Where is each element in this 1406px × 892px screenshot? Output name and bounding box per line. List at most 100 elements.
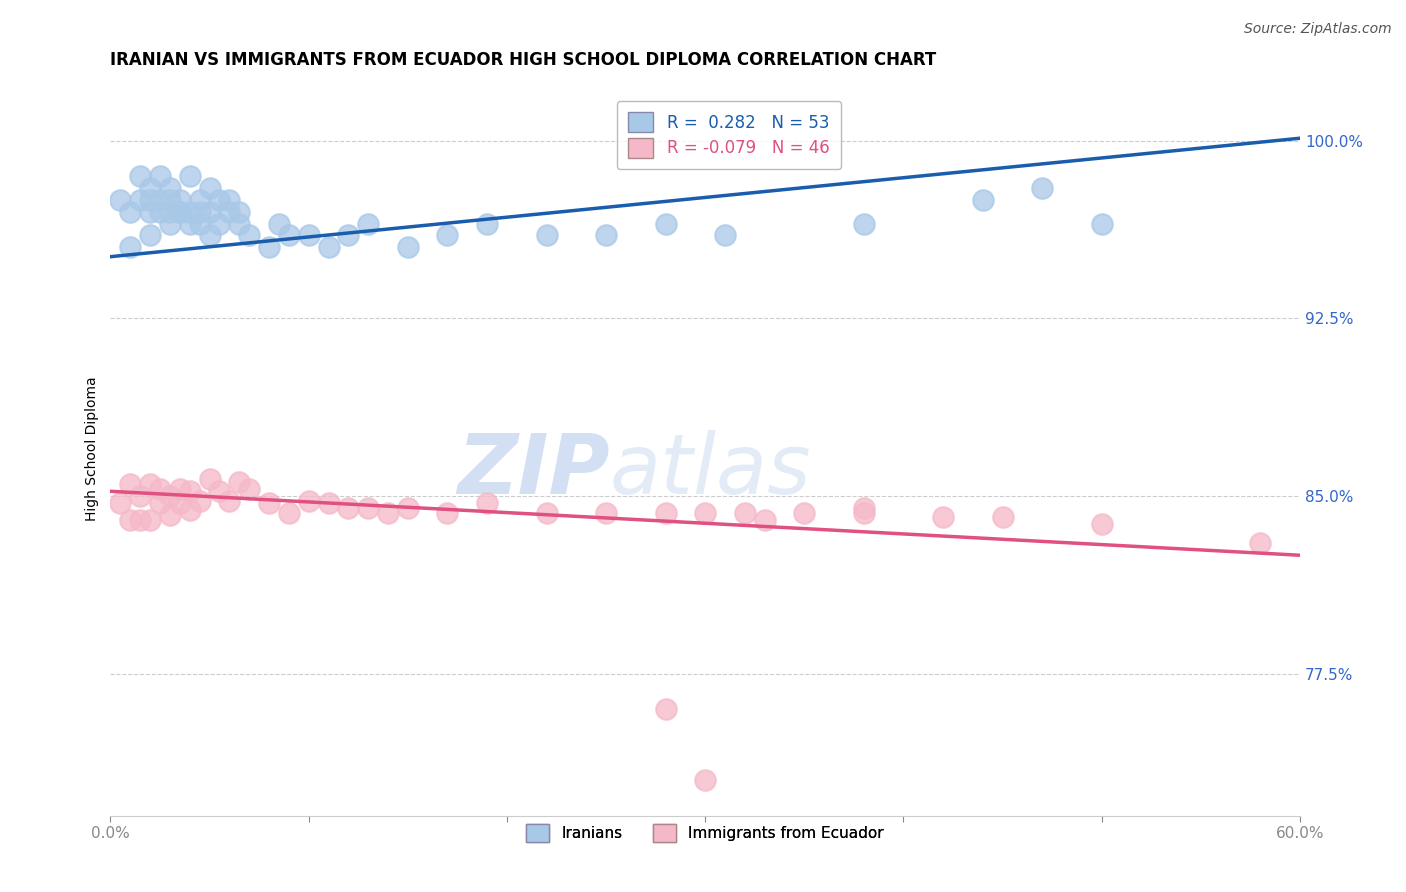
Point <box>129 169 152 183</box>
Point <box>337 228 360 243</box>
Point <box>298 228 321 243</box>
Point <box>654 217 676 231</box>
Point <box>238 228 260 243</box>
Point <box>198 228 221 243</box>
Point <box>149 482 172 496</box>
Point <box>318 496 340 510</box>
Point <box>377 506 399 520</box>
Point <box>1091 217 1114 231</box>
Point <box>654 506 676 520</box>
Text: ZIP: ZIP <box>457 430 610 511</box>
Point <box>139 181 162 195</box>
Point <box>396 240 419 254</box>
Point <box>208 484 231 499</box>
Point <box>396 500 419 515</box>
Point <box>129 193 152 207</box>
Point <box>179 503 201 517</box>
Point <box>110 496 132 510</box>
Point <box>852 217 875 231</box>
Legend: Iranians, Immigrants from Ecuador: Iranians, Immigrants from Ecuador <box>516 814 894 853</box>
Point <box>536 228 558 243</box>
Text: IRANIAN VS IMMIGRANTS FROM ECUADOR HIGH SCHOOL DIPLOMA CORRELATION CHART: IRANIAN VS IMMIGRANTS FROM ECUADOR HIGH … <box>111 51 936 69</box>
Point <box>169 482 191 496</box>
Point <box>218 204 240 219</box>
Point <box>228 475 250 489</box>
Point <box>932 510 955 524</box>
Point <box>436 506 458 520</box>
Point <box>149 169 172 183</box>
Point <box>595 228 617 243</box>
Point <box>277 228 299 243</box>
Point <box>972 193 994 207</box>
Text: Source: ZipAtlas.com: Source: ZipAtlas.com <box>1244 22 1392 37</box>
Point <box>257 240 280 254</box>
Point <box>110 193 132 207</box>
Point <box>1249 536 1271 550</box>
Point <box>188 193 211 207</box>
Point <box>991 510 1014 524</box>
Point <box>208 217 231 231</box>
Point <box>357 217 380 231</box>
Point <box>595 506 617 520</box>
Point <box>188 204 211 219</box>
Point <box>298 493 321 508</box>
Point <box>238 482 260 496</box>
Point <box>695 506 717 520</box>
Point <box>357 500 380 515</box>
Point <box>654 702 676 716</box>
Point <box>120 477 142 491</box>
Point <box>159 193 181 207</box>
Point <box>754 513 776 527</box>
Point <box>139 193 162 207</box>
Point <box>139 228 162 243</box>
Y-axis label: High School Diploma: High School Diploma <box>86 376 100 521</box>
Point <box>277 506 299 520</box>
Point <box>139 477 162 491</box>
Point <box>149 193 172 207</box>
Point <box>179 169 201 183</box>
Point <box>198 204 221 219</box>
Point <box>139 513 162 527</box>
Point <box>208 193 231 207</box>
Point <box>159 204 181 219</box>
Point <box>188 217 211 231</box>
Point <box>179 217 201 231</box>
Point <box>852 500 875 515</box>
Point <box>1091 517 1114 532</box>
Point <box>475 217 498 231</box>
Point <box>149 204 172 219</box>
Point <box>169 204 191 219</box>
Point <box>120 204 142 219</box>
Point <box>714 228 737 243</box>
Point <box>159 181 181 195</box>
Point <box>159 489 181 503</box>
Point <box>1031 181 1053 195</box>
Point <box>257 496 280 510</box>
Point <box>179 484 201 499</box>
Point <box>198 472 221 486</box>
Point <box>218 493 240 508</box>
Point <box>695 773 717 788</box>
Point <box>169 193 191 207</box>
Point <box>318 240 340 254</box>
Point <box>139 204 162 219</box>
Point <box>169 496 191 510</box>
Point <box>218 193 240 207</box>
Point <box>169 204 191 219</box>
Point <box>120 513 142 527</box>
Point <box>267 217 290 231</box>
Point <box>198 181 221 195</box>
Point <box>188 493 211 508</box>
Point <box>129 489 152 503</box>
Point <box>179 204 201 219</box>
Point <box>337 500 360 515</box>
Point <box>120 240 142 254</box>
Point <box>536 506 558 520</box>
Point <box>159 217 181 231</box>
Text: atlas: atlas <box>610 430 811 511</box>
Point <box>793 506 815 520</box>
Point <box>228 204 250 219</box>
Point <box>228 217 250 231</box>
Point <box>734 506 756 520</box>
Point <box>475 496 498 510</box>
